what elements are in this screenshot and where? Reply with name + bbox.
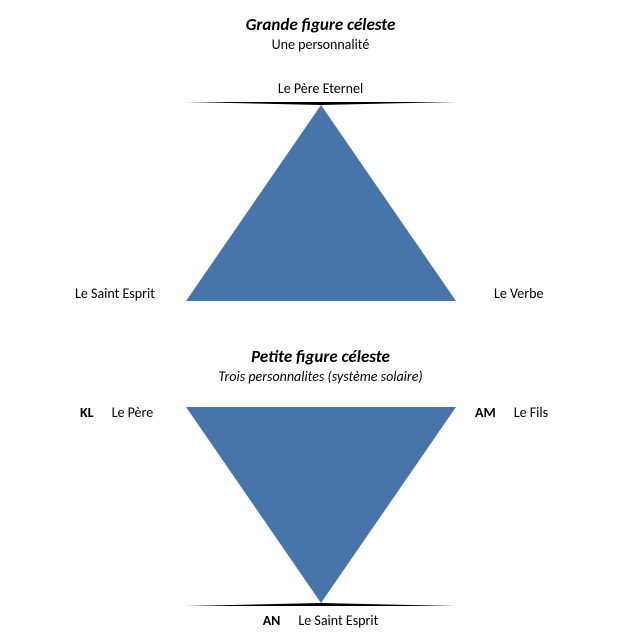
petite-subtitle: Trois personnalites (système solaire) — [0, 368, 641, 385]
petite-right-label: AM Le Fils — [475, 404, 548, 421]
grande-right-label: Le Verbe — [494, 285, 543, 302]
grande-triangle — [186, 102, 456, 301]
petite-bottom-code: AN — [263, 612, 281, 629]
petite-right-code: AM — [475, 404, 496, 421]
petite-bottom-text: Le Saint Esprit — [298, 612, 378, 629]
petite-right-text: Le Fils — [514, 404, 548, 421]
petite-title: Petite figure céleste — [0, 346, 641, 367]
petite-left-text: Le Père — [112, 404, 154, 421]
petite-bottom-label: AN Le Saint Esprit — [263, 612, 379, 629]
grande-title: Grande figure céleste — [0, 14, 641, 35]
grande-top-label: Le Père Eternel — [278, 80, 363, 97]
grande-subtitle: Une personnalité — [0, 36, 641, 53]
petite-left-code: KL — [80, 404, 94, 421]
petite-left-label: KL Le Père — [80, 404, 153, 421]
grande-left-label: Le Saint Esprit — [75, 285, 155, 302]
petite-triangle — [186, 407, 456, 606]
